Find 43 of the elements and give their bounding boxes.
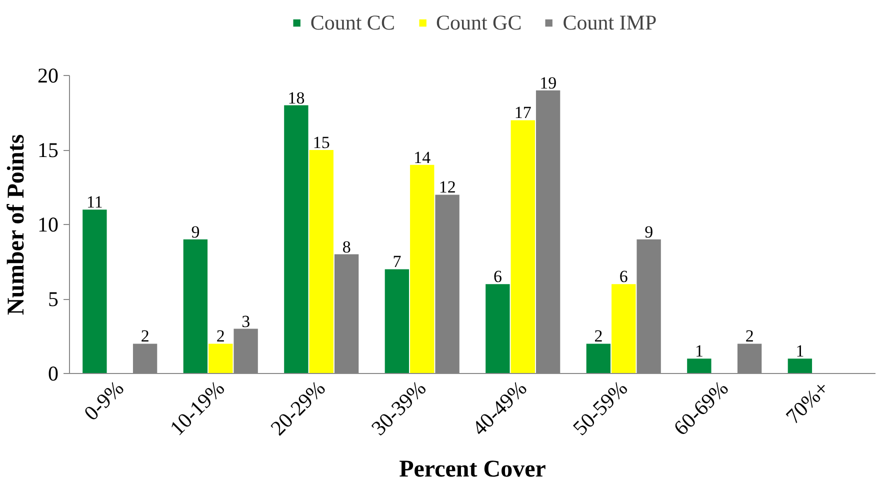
bar [510,120,535,374]
legend-label: Count CC [310,10,395,35]
bar [612,284,636,374]
bar [788,358,812,374]
bar [410,164,434,374]
bar [208,344,233,374]
data-label: 11 [86,192,103,212]
data-label: 1 [694,342,704,361]
y-tick-label: 10 [38,212,58,236]
data-label: 3 [242,312,250,331]
bar [486,284,510,374]
y-axis-title: Number of Points [4,134,30,316]
y-tick-label: 5 [48,287,58,311]
data-label: 2 [140,326,150,346]
data-label: 18 [288,88,305,108]
data-label: 8 [342,237,351,256]
data-label: 2 [594,326,603,346]
legend-label: Count IMP [562,10,657,35]
bar [384,269,410,374]
data-label: 19 [540,73,557,92]
data-label: 2 [745,326,754,346]
data-label: 14 [414,148,432,167]
bar [284,105,308,374]
bar [687,358,712,374]
data-label: 1 [796,342,804,361]
data-label: 9 [191,222,200,242]
data-label: 6 [619,267,628,286]
bar [586,344,611,374]
y-tick-label: 0 [48,362,58,386]
data-label: 15 [312,133,330,152]
legend-label: Count GC [436,10,522,35]
data-label: 9 [644,222,654,242]
data-label: 6 [493,267,502,286]
data-label: 17 [514,103,532,122]
x-axis-title: Percent Cover [399,456,546,482]
bar [309,150,334,374]
bar [183,239,208,374]
y-tick-label: 20 [38,64,58,88]
data-label: 12 [438,178,456,197]
bar [82,210,107,374]
y-tick-label: 15 [38,138,58,162]
data-label: 7 [392,252,402,272]
data-label: 2 [216,326,225,346]
